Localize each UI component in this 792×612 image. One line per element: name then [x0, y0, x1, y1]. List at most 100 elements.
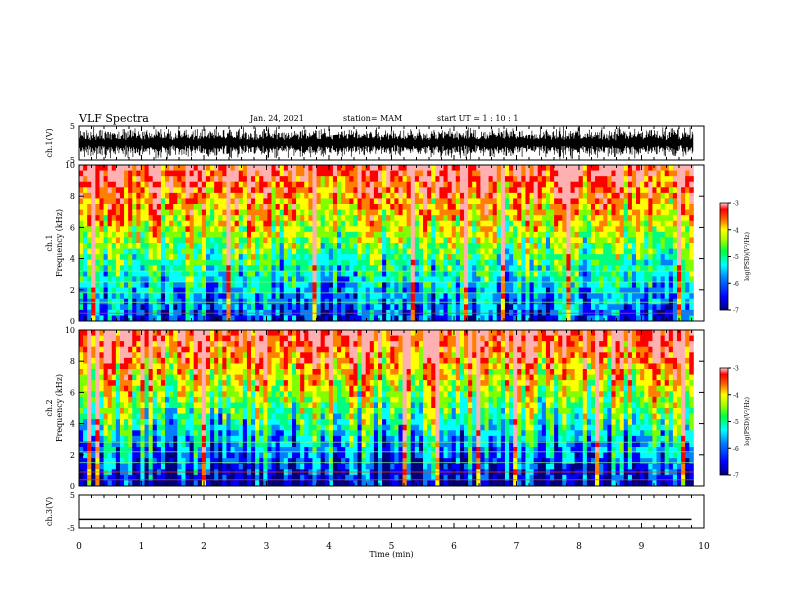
spectrogram-cell	[238, 187, 244, 194]
spectrogram-cell	[132, 441, 137, 448]
spectrogram-cell	[119, 424, 125, 431]
spectrogram-cell	[586, 192, 592, 199]
spectrogram-cell	[443, 215, 449, 222]
spectrogram-cell	[554, 265, 559, 272]
spectrogram-cell	[406, 187, 412, 194]
spectrogram-cell	[177, 287, 182, 294]
spectrogram-cell	[181, 176, 186, 183]
spectrogram-cell	[459, 298, 465, 305]
spectrogram-cell	[165, 215, 170, 222]
spectrogram-cell	[484, 237, 489, 244]
spectrogram-cell	[398, 298, 403, 305]
spectrogram-cell	[595, 198, 600, 205]
spectrogram-cell	[492, 209, 498, 216]
spectrogram-cell	[165, 346, 170, 353]
spectrogram-cell	[181, 441, 186, 448]
spectrogram-cell	[509, 243, 514, 249]
spectrogram-cell	[541, 243, 547, 249]
spectrogram-cell	[238, 315, 244, 322]
spectrogram-cell	[95, 374, 100, 381]
spectrogram-cell	[492, 176, 498, 183]
spectrogram-cell	[296, 209, 301, 216]
spectrogram-cell	[136, 346, 141, 353]
spectrogram-cell	[181, 276, 186, 283]
spectrogram-cell	[345, 204, 350, 210]
spectrogram-cell	[582, 298, 588, 305]
spectrogram-cell	[181, 380, 186, 387]
spectrogram-cell	[201, 237, 207, 244]
spectrogram-cell	[386, 276, 391, 283]
spectrogram-cell	[353, 181, 358, 188]
spectrogram-cell	[644, 293, 649, 300]
spectrogram-cell	[173, 452, 178, 459]
spectrogram-cell	[177, 237, 182, 244]
spectrogram-cell	[541, 192, 547, 199]
spectrogram-cell	[218, 220, 223, 227]
spectrogram-cell	[255, 304, 260, 311]
spectrogram-cell	[165, 380, 170, 387]
spectrogram-cell	[652, 226, 657, 233]
spectrogram-cell	[124, 170, 129, 177]
spectrogram-cell	[652, 276, 657, 283]
spectrogram-cell	[124, 380, 129, 387]
spectrogram-cell	[562, 231, 567, 238]
spectrogram-cell	[287, 181, 293, 188]
spectrogram-cell	[320, 198, 326, 205]
spectrogram-cell	[173, 330, 178, 336]
spectrogram-cell	[418, 170, 424, 177]
spectrogram-cell	[128, 304, 133, 311]
spectrogram-cell	[337, 192, 342, 199]
spectrogram-cell	[414, 259, 420, 266]
spectrogram-cell	[169, 452, 174, 459]
spectrogram-cell	[431, 181, 436, 188]
spectrogram-cell	[124, 198, 129, 205]
spectrogram-cell	[439, 282, 444, 288]
spectrogram-cell	[119, 170, 125, 177]
spectrogram-cell	[107, 259, 113, 266]
spectrogram-cell	[341, 176, 346, 183]
spectrogram-cell	[410, 265, 416, 272]
spectrogram-cell	[672, 237, 678, 244]
spectrogram-cell	[185, 369, 190, 375]
spectrogram-cell	[107, 187, 113, 194]
spectrogram-cell	[402, 265, 408, 272]
spectrogram-cell	[631, 215, 637, 222]
spectrogram-cell	[455, 204, 461, 210]
spectrogram-cell	[324, 259, 330, 266]
spectrogram-cell	[181, 220, 186, 227]
spectrogram-cell	[119, 198, 125, 205]
spectrogram-cell	[398, 176, 403, 183]
spectrogram-cell	[328, 259, 334, 266]
spectrogram-cell	[488, 282, 494, 288]
spectrogram-cell	[136, 447, 141, 453]
spectrogram-cell	[87, 374, 92, 381]
spectrogram-cell	[504, 220, 510, 227]
spectrogram-cell	[480, 243, 485, 249]
spectrogram-cell	[484, 259, 489, 266]
spectrogram-cell	[349, 170, 354, 177]
spectrogram-cell	[132, 341, 137, 348]
spectrogram-cell	[455, 259, 461, 266]
spectrogram-cell	[304, 187, 309, 194]
spectrogram-cell	[570, 192, 575, 199]
spectrogram-cell	[255, 248, 260, 255]
spectrogram-cell	[435, 298, 440, 305]
spectrogram-cell	[87, 346, 92, 353]
spectrogram-cell	[509, 237, 514, 244]
spectrogram-cell	[500, 265, 506, 272]
spectrogram-cell	[128, 396, 133, 403]
spectrogram-cell	[398, 231, 403, 238]
spectrogram-cell	[361, 315, 367, 322]
spectrogram-cell	[517, 248, 522, 255]
spectrogram-cell	[578, 226, 584, 233]
spectrogram-cell	[681, 276, 686, 283]
spectrogram-cell	[402, 304, 408, 311]
spectrogram-cell	[144, 341, 150, 348]
spectrogram-cell	[87, 408, 92, 414]
spectrogram-cell	[439, 231, 444, 238]
spectrogram-cell	[545, 276, 551, 283]
spectrogram-cell	[144, 209, 150, 216]
spectrogram-cell	[193, 192, 199, 199]
spectrogram-cell	[177, 396, 182, 403]
spectrogram-cell	[316, 237, 322, 244]
